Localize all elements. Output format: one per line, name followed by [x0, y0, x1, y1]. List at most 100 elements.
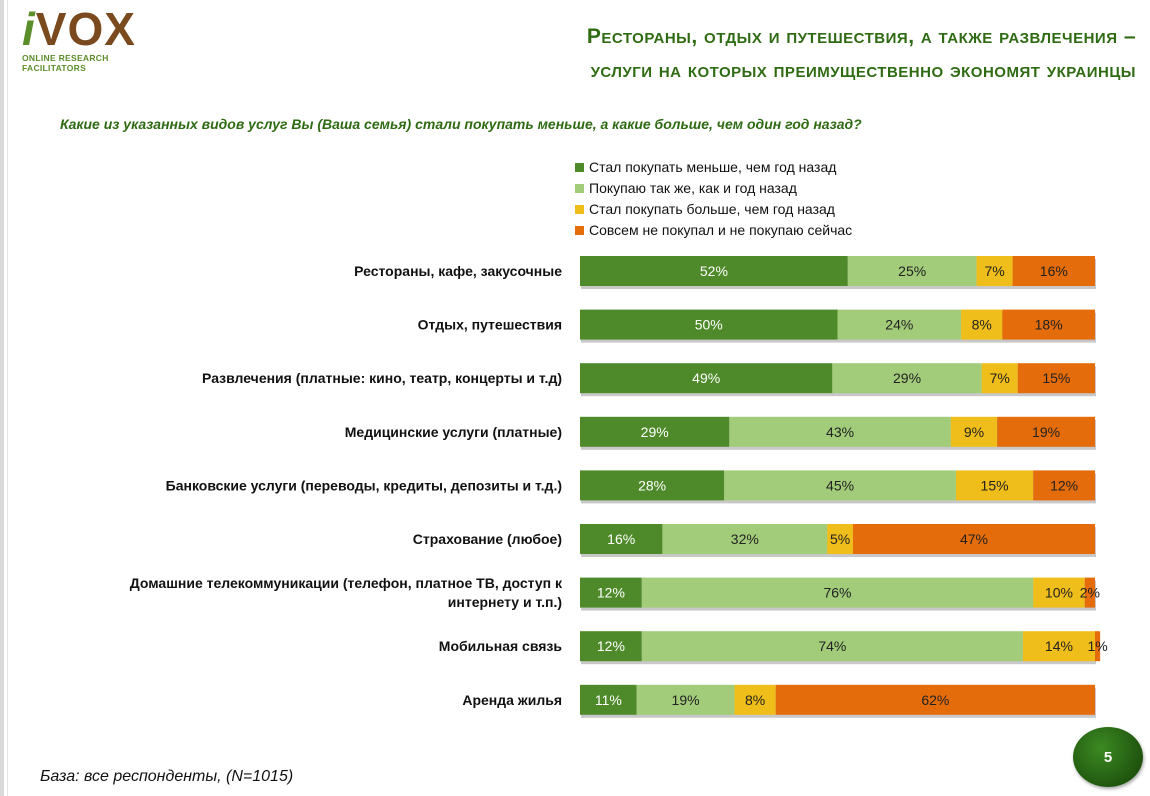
legend-item-less: Стал покупать меньше, чем год назад: [575, 157, 852, 178]
data-label-less: 11%: [595, 692, 622, 708]
bar-segment-same: [832, 363, 982, 394]
bar-segment-less: [580, 684, 637, 715]
data-label-more: 7%: [990, 370, 1010, 386]
logo-subtitle: ONLINE RESEARCH FACILITATORS: [22, 53, 109, 73]
bar-segment-more: [976, 256, 1013, 286]
data-label-never: 1%: [1087, 638, 1107, 654]
category-label-line: Медицинские услуги (платные): [345, 424, 562, 440]
bar-segment-less: [580, 256, 848, 286]
data-label-same: 74%: [818, 638, 846, 654]
category-label-line: Мобильная связь: [439, 638, 563, 654]
data-label-more: 7%: [984, 263, 1004, 279]
data-label-same: 32%: [731, 531, 759, 547]
data-label-less: 12%: [597, 585, 625, 601]
bar-segment-same: [724, 470, 956, 501]
category-label: Банковские услуги (переводы, кредиты, де…: [166, 477, 562, 493]
bar-segment-more: [827, 524, 853, 554]
legend-swatch-more: [575, 205, 584, 214]
data-label-never: 18%: [1035, 317, 1063, 333]
slide-title-line1: Рестораны, отдых и путешествия, а также …: [586, 25, 1136, 48]
data-label-more: 15%: [981, 477, 1009, 493]
data-label-same: 24%: [885, 317, 913, 333]
bar-segment-never: [1002, 309, 1095, 340]
category-label-line: Банковские услуги (переводы, кредиты, де…: [166, 477, 562, 493]
data-label-same: 45%: [826, 477, 854, 493]
category-label-line: Аренда жилья: [462, 692, 562, 708]
legend-item-same: Покупаю так же, как и год назад: [575, 178, 852, 199]
bar-segment-same: [662, 524, 828, 554]
category-label: Аренда жилья: [462, 692, 562, 708]
bar-segment-same: [641, 631, 1023, 662]
category-label-line: Отдых, путешествия: [418, 317, 562, 333]
data-label-same: 76%: [823, 585, 851, 601]
data-label-more: 14%: [1045, 638, 1073, 654]
data-label-less: 50%: [695, 317, 723, 333]
bar-segment-more: [1022, 631, 1095, 662]
bar-segment-never: [1017, 363, 1095, 394]
legend-label-never: Совсем не покупал и не покупаю сейчас: [589, 222, 853, 238]
page-number-badge: 5: [1073, 727, 1143, 787]
bar-segment-more: [1033, 577, 1085, 608]
bar-segment-same: [837, 309, 962, 340]
slide-title-line2: услуги на которых преимущественно эконом…: [590, 59, 1136, 82]
legend-item-more: Стал покупать больше, чем год назад: [575, 199, 852, 220]
category-label-line: Страхование (любое): [413, 531, 562, 547]
data-label-more: 8%: [972, 317, 992, 333]
bar-segment-never: [852, 524, 1095, 554]
category-label: Отдых, путешествия: [418, 317, 562, 333]
bar-segment-less: [580, 363, 833, 394]
data-label-never: 12%: [1050, 477, 1078, 493]
bar-segment-never: [1012, 256, 1095, 286]
legend-label-same: Покупаю так же, как и год назад: [589, 180, 797, 196]
data-label-same: 29%: [893, 370, 921, 386]
category-label: Домашние телекоммуникации (телефон, плат…: [130, 575, 563, 610]
data-label-more: 10%: [1045, 585, 1073, 601]
data-label-more: 9%: [964, 424, 984, 440]
bar-segment-more: [961, 309, 1003, 340]
data-label-less: 52%: [700, 263, 728, 279]
bar-segment-less: [580, 470, 725, 501]
data-label-less: 29%: [641, 424, 669, 440]
data-label-less: 49%: [692, 370, 720, 386]
bar-segment-less: [580, 631, 642, 662]
category-label-line: Развлечения (платные: кино, театр, конце…: [202, 370, 562, 386]
category-label: Развлечения (платные: кино, театр, конце…: [202, 370, 562, 386]
bar-segment-same: [847, 256, 977, 286]
data-label-less: 16%: [607, 531, 635, 547]
data-label-never: 62%: [921, 692, 949, 708]
bar-segment-more: [981, 363, 1018, 394]
bar-segment-less: [580, 416, 730, 447]
data-label-less: 12%: [597, 638, 625, 654]
category-label: Мобильная связь: [439, 638, 563, 654]
legend-label-less: Стал покупать меньше, чем год назад: [589, 159, 837, 175]
category-label: Страхование (любое): [413, 531, 562, 547]
page-number: 5: [1103, 748, 1113, 766]
bar-segment-less: [580, 524, 663, 554]
left-border-rule: [0, 0, 4, 796]
ivox-logo: iVOX ONLINE RESEARCH FACILITATORS: [22, 6, 172, 73]
survey-question: Какие из указанных видов услуг Вы (Ваша …: [60, 116, 862, 132]
bar-segment-less: [580, 309, 838, 340]
data-label-never: 19%: [1032, 424, 1060, 440]
category-label-line: интернету и т.п.): [448, 594, 562, 610]
data-label-same: 25%: [898, 263, 926, 279]
base-note: База: все респонденты, (N=1015): [40, 768, 294, 785]
legend-swatch-same: [575, 184, 584, 193]
bar-segment-never: [997, 416, 1095, 447]
category-label: Медицинские услуги (платные): [345, 424, 562, 440]
data-label-same: 43%: [826, 424, 854, 440]
data-label-never: 15%: [1042, 370, 1070, 386]
bar-segment-more: [734, 684, 776, 715]
bar-segment-same: [641, 577, 1034, 608]
legend-swatch-never: [575, 226, 584, 235]
bar-segment-same: [636, 684, 735, 715]
legend-swatch-less: [575, 163, 584, 172]
legend-label-more: Стал покупать больше, чем год назад: [589, 201, 835, 217]
left-border-rule-thin: [7, 0, 8, 796]
bar-segment-less: [580, 577, 642, 608]
bar-segment-same: [729, 416, 951, 447]
data-label-more: 8%: [745, 692, 765, 708]
data-label-less: 28%: [638, 477, 666, 493]
category-label-line: Домашние телекоммуникации (телефон, плат…: [130, 575, 563, 591]
data-label-never: 16%: [1040, 263, 1068, 279]
